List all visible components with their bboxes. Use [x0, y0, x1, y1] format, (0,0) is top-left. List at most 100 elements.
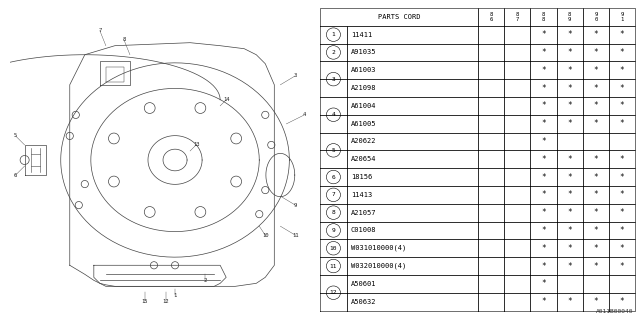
Text: *: * [593, 119, 598, 128]
Text: *: * [541, 244, 546, 253]
Text: 8
8: 8 8 [542, 12, 545, 22]
Text: 7: 7 [98, 28, 102, 33]
Text: *: * [567, 208, 572, 217]
Text: *: * [541, 66, 546, 75]
Text: *: * [593, 261, 598, 270]
Text: 11413: 11413 [351, 192, 372, 198]
Text: 3: 3 [294, 73, 297, 78]
Text: *: * [593, 48, 598, 57]
Text: *: * [541, 190, 546, 199]
Text: A011B00040: A011B00040 [596, 308, 634, 314]
Text: PARTS CORD: PARTS CORD [378, 14, 420, 20]
Text: *: * [593, 155, 598, 164]
Text: A61004: A61004 [351, 103, 376, 109]
Text: 1: 1 [173, 293, 177, 298]
Text: 9
0: 9 0 [595, 12, 598, 22]
Text: *: * [620, 226, 625, 235]
Text: 11: 11 [292, 233, 299, 238]
Text: A21057: A21057 [351, 210, 376, 216]
Text: *: * [567, 66, 572, 75]
Text: *: * [567, 261, 572, 270]
Text: *: * [541, 119, 546, 128]
Text: 9
1: 9 1 [620, 12, 624, 22]
Text: *: * [541, 84, 546, 92]
Text: *: * [620, 261, 625, 270]
Text: 8
9: 8 9 [568, 12, 572, 22]
Text: 8
7: 8 7 [516, 12, 519, 22]
Text: A91035: A91035 [351, 49, 376, 55]
Text: *: * [567, 155, 572, 164]
Text: *: * [541, 155, 546, 164]
Text: A50632: A50632 [351, 299, 376, 305]
Text: *: * [593, 226, 598, 235]
Text: 3: 3 [332, 76, 335, 82]
Text: *: * [541, 261, 546, 270]
Text: 10: 10 [262, 233, 269, 238]
Text: *: * [541, 101, 546, 110]
Text: *: * [620, 119, 625, 128]
Text: *: * [567, 172, 572, 181]
Text: *: * [593, 172, 598, 181]
Text: 10: 10 [330, 246, 337, 251]
Text: 9: 9 [294, 203, 297, 208]
Text: 12: 12 [163, 299, 169, 304]
Text: 15: 15 [141, 299, 148, 304]
Text: 9: 9 [332, 228, 335, 233]
Text: *: * [593, 297, 598, 306]
Text: 13: 13 [193, 142, 199, 148]
Text: *: * [620, 297, 625, 306]
Text: *: * [567, 84, 572, 92]
Text: *: * [620, 30, 625, 39]
Text: W031010000(4): W031010000(4) [351, 245, 406, 252]
Text: *: * [593, 84, 598, 92]
Text: 4: 4 [332, 112, 335, 117]
Text: *: * [620, 172, 625, 181]
Text: *: * [567, 101, 572, 110]
Text: *: * [541, 208, 546, 217]
Text: *: * [541, 226, 546, 235]
Text: 5: 5 [332, 148, 335, 153]
Text: *: * [567, 244, 572, 253]
Text: A20654: A20654 [351, 156, 376, 162]
Text: 6: 6 [332, 174, 335, 180]
Text: *: * [620, 84, 625, 92]
Text: *: * [620, 66, 625, 75]
Text: *: * [541, 279, 546, 288]
Text: *: * [541, 137, 546, 146]
Text: 8: 8 [122, 37, 125, 42]
Text: 6: 6 [14, 172, 17, 178]
Text: 12: 12 [330, 290, 337, 295]
Text: *: * [567, 30, 572, 39]
Text: 14: 14 [223, 97, 229, 102]
Text: A50601: A50601 [351, 281, 376, 287]
Text: *: * [620, 101, 625, 110]
Text: 5: 5 [14, 133, 17, 139]
Text: A21098: A21098 [351, 85, 376, 91]
Text: 8: 8 [332, 210, 335, 215]
Text: *: * [567, 226, 572, 235]
Text: 8
6: 8 6 [490, 12, 493, 22]
Text: *: * [541, 48, 546, 57]
Text: *: * [593, 30, 598, 39]
Text: *: * [541, 30, 546, 39]
Text: A61003: A61003 [351, 67, 376, 73]
Text: *: * [567, 297, 572, 306]
Text: A20622: A20622 [351, 139, 376, 144]
Text: *: * [620, 244, 625, 253]
Text: *: * [620, 208, 625, 217]
Text: *: * [567, 190, 572, 199]
Text: 18156: 18156 [351, 174, 372, 180]
Text: C01008: C01008 [351, 228, 376, 233]
Text: 2: 2 [204, 278, 207, 283]
Text: *: * [541, 297, 546, 306]
Text: *: * [593, 208, 598, 217]
Text: *: * [541, 172, 546, 181]
Text: *: * [567, 119, 572, 128]
Text: *: * [593, 101, 598, 110]
Text: *: * [593, 66, 598, 75]
Text: *: * [567, 48, 572, 57]
Text: *: * [620, 155, 625, 164]
Text: *: * [593, 190, 598, 199]
Text: 11: 11 [330, 264, 337, 268]
Text: *: * [620, 190, 625, 199]
